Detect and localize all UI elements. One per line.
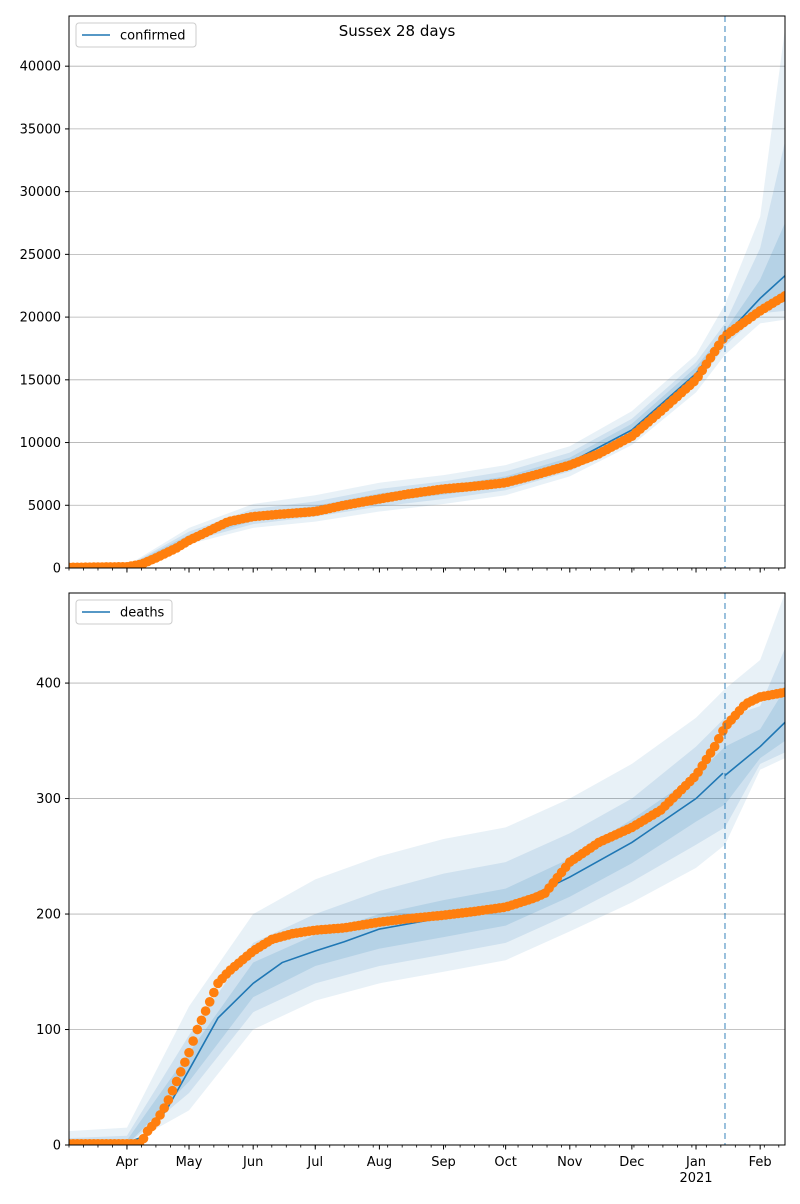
- axes-frame: [68, 15, 786, 569]
- y-tick-label: 400: [36, 677, 61, 692]
- y-tick-label: 5000: [28, 499, 61, 514]
- observed-point: [184, 1047, 194, 1058]
- x-tick-label: Jan: [685, 1155, 706, 1170]
- observed-point: [196, 1015, 207, 1026]
- y-tick-label: 300: [36, 792, 61, 807]
- observed-point: [151, 1117, 161, 1127]
- uncertainty-band-middle: [69, 648, 785, 1145]
- observed-point: [188, 1036, 198, 1046]
- plot-area: [69, 28, 785, 568]
- legend-label: confirmed: [120, 29, 186, 44]
- observed-point: [713, 733, 724, 744]
- x-axis-labels: Apr May Jun Jul Aug Sep Oct Nov Dec Jan Feb 2021: [116, 1155, 772, 1186]
- y-tick-label: 30000: [20, 185, 61, 200]
- x-tick-label: Jun: [242, 1155, 263, 1170]
- x-tick-label: Oct: [494, 1155, 516, 1170]
- observed-point: [200, 1006, 211, 1016]
- y-tick-label: 100: [36, 1023, 61, 1038]
- axes-frame: [68, 592, 786, 1146]
- legend-box: [75, 22, 197, 48]
- y-tick-label: 15000: [20, 373, 61, 388]
- x-tick-label: Dec: [619, 1155, 644, 1170]
- x-tick-label: Feb: [749, 1155, 772, 1170]
- confirmed-panel: 0 5000 10000 15000 20000 25000 30000 35000 40000…: [20, 15, 786, 577]
- x-tick-label: Apr: [116, 1155, 139, 1170]
- deaths-panel: 0 100 200 300 400 deaths: [36, 592, 786, 1154]
- x-tick-label: Aug: [367, 1155, 392, 1170]
- observed-point: [171, 1076, 182, 1087]
- y-tick-label: 25000: [20, 248, 61, 263]
- observed-point: [209, 987, 219, 998]
- model-forecast-line: [724, 721, 785, 777]
- observed-point: [204, 997, 215, 1007]
- y-tick-label: 35000: [20, 122, 61, 137]
- x-tick-label: Sep: [431, 1155, 456, 1170]
- x-tick-label: Nov: [557, 1155, 583, 1170]
- x-year-label: 2021: [679, 1171, 712, 1186]
- observed-point: [709, 741, 720, 752]
- y-tick-label: 0: [53, 1139, 61, 1154]
- observed-point: [780, 687, 785, 698]
- legend-box: [75, 599, 173, 625]
- model-line: [69, 275, 785, 568]
- observed-point: [192, 1024, 203, 1035]
- observed-point: [180, 1057, 190, 1068]
- x-tick-label: May: [176, 1155, 203, 1170]
- observed-point: [159, 1103, 169, 1113]
- observed-point: [163, 1095, 174, 1105]
- legend: confirmed: [75, 22, 197, 48]
- y-tick-label: 40000: [20, 60, 61, 75]
- plot-area: [69, 593, 785, 1145]
- y-tick-label: 10000: [20, 436, 61, 451]
- legend: deaths: [75, 599, 173, 625]
- y-tick-label: 200: [36, 908, 61, 923]
- y-tick-label: 0: [53, 562, 61, 577]
- figure-title: Sussex 28 days: [339, 22, 456, 40]
- x-tick-label: Jul: [306, 1155, 323, 1170]
- legend-label: deaths: [120, 606, 165, 621]
- observed-point: [155, 1110, 165, 1120]
- uncertainty-band-outer: [69, 593, 785, 1145]
- y-tick-label: 20000: [20, 311, 61, 326]
- uncertainty-band-outer: [69, 28, 785, 568]
- observed-point: [175, 1067, 186, 1077]
- observed-point: [780, 290, 785, 301]
- observed-point: [138, 1133, 149, 1144]
- observed-point: [167, 1085, 178, 1096]
